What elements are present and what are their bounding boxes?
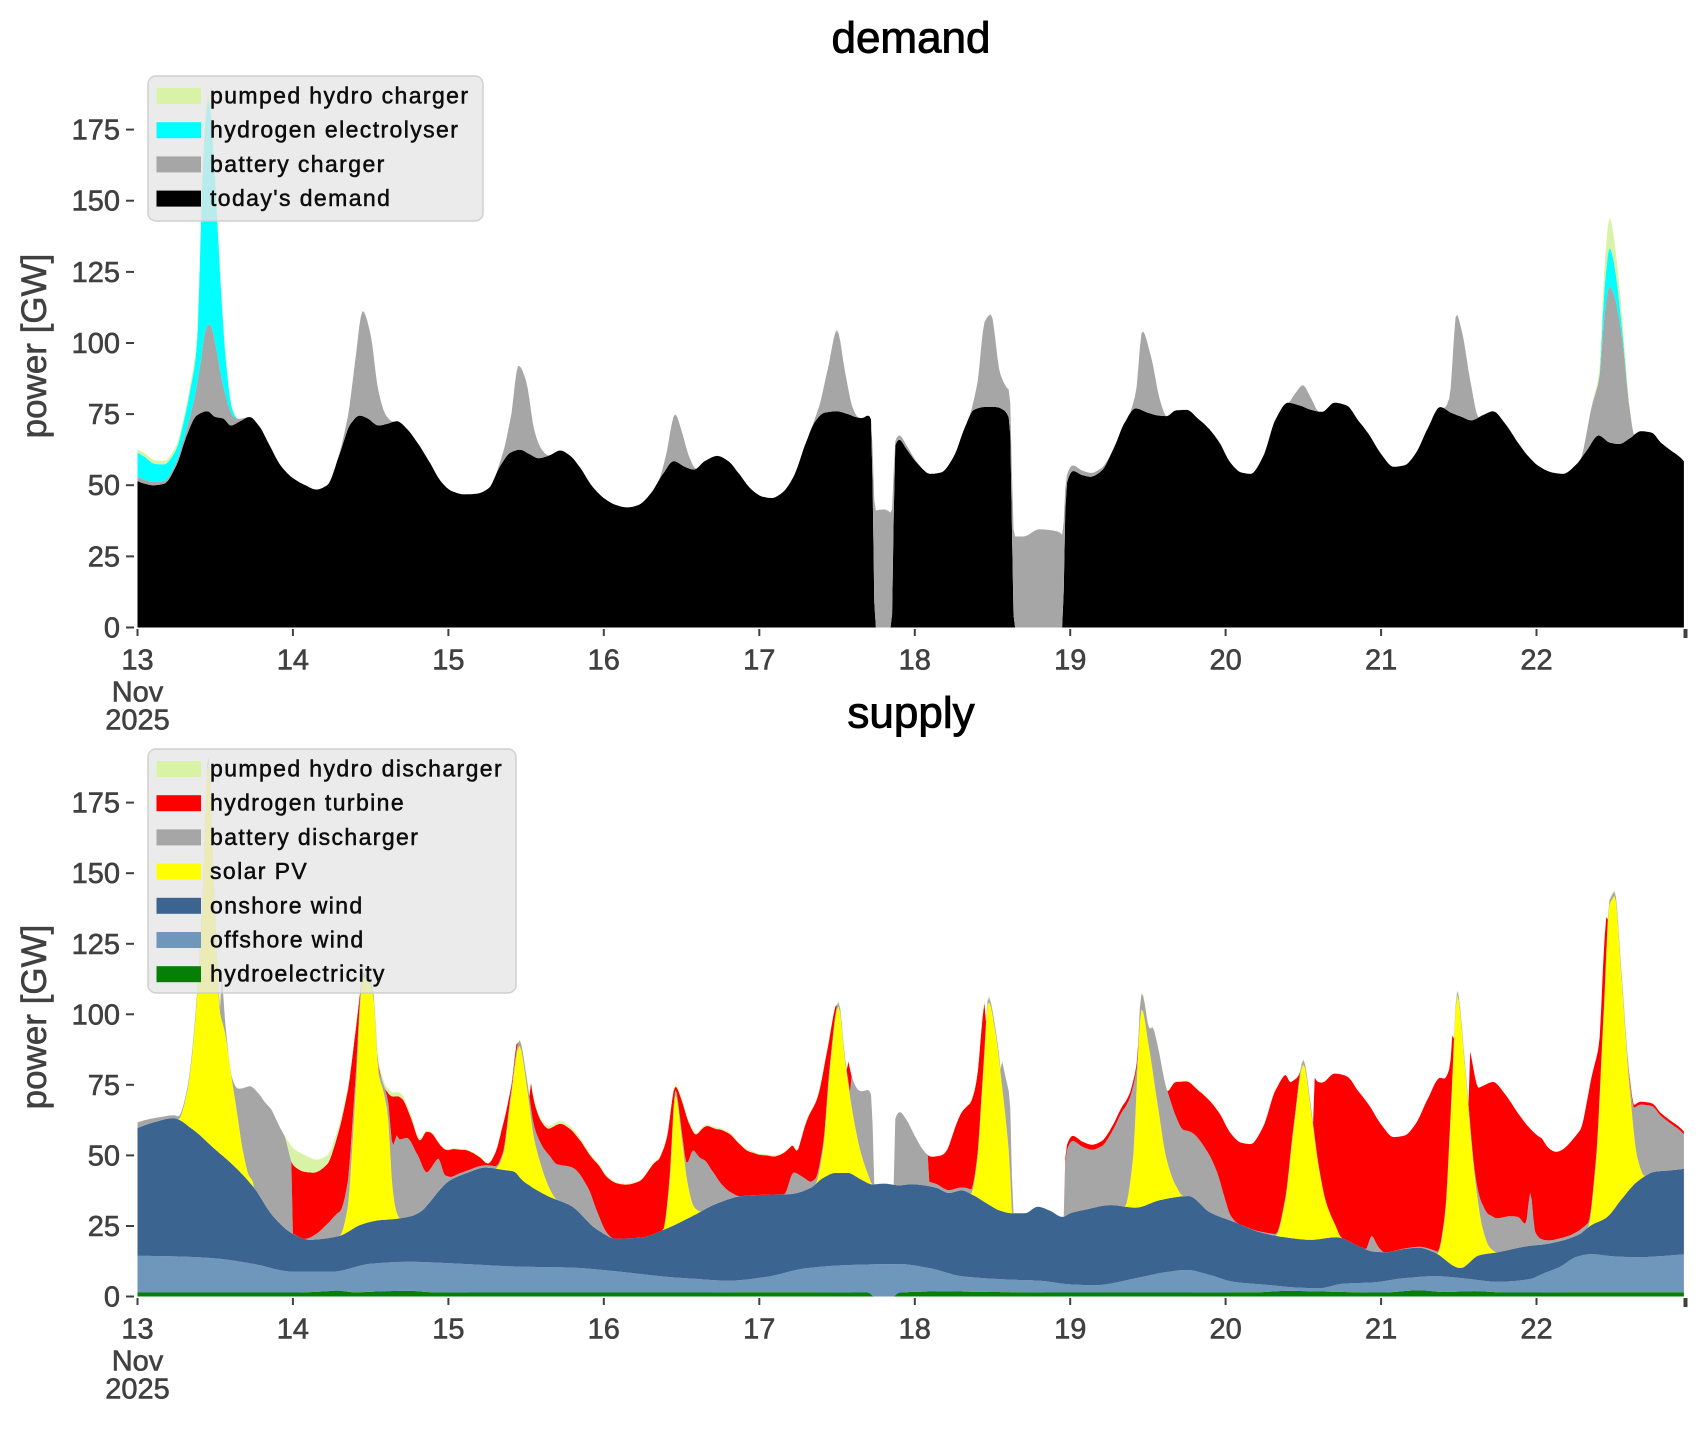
- svg-text:0: 0: [104, 1282, 120, 1314]
- svg-text:25: 25: [88, 1211, 120, 1243]
- svg-text:75: 75: [88, 1070, 120, 1102]
- svg-text:175: 175: [72, 788, 120, 820]
- svg-text:16: 16: [588, 1314, 620, 1346]
- svg-text:13: 13: [121, 1314, 153, 1346]
- svg-text:battery discharger: battery discharger: [210, 824, 419, 850]
- svg-text:power [GW]: power [GW]: [15, 254, 54, 439]
- svg-text:21: 21: [1365, 1314, 1397, 1346]
- svg-text:demand: demand: [831, 14, 990, 63]
- svg-text:22: 22: [1520, 645, 1552, 677]
- svg-text:100: 100: [72, 999, 120, 1031]
- svg-text:150: 150: [72, 858, 120, 890]
- svg-text:offshore wind: offshore wind: [210, 927, 365, 953]
- svg-text:onshore wind: onshore wind: [210, 892, 364, 918]
- svg-text:21: 21: [1365, 645, 1397, 677]
- svg-text:14: 14: [277, 645, 309, 677]
- svg-text:power [GW]: power [GW]: [15, 925, 54, 1110]
- svg-text:2025: 2025: [105, 705, 170, 737]
- svg-text:125: 125: [72, 257, 120, 289]
- svg-text:20: 20: [1209, 1314, 1241, 1346]
- svg-text:battery charger: battery charger: [210, 151, 386, 177]
- svg-text:hydrogen electrolyser: hydrogen electrolyser: [210, 117, 459, 143]
- svg-text:17: 17: [743, 645, 775, 677]
- svg-text:18: 18: [899, 1314, 931, 1346]
- svg-text:pumped hydro charger: pumped hydro charger: [210, 83, 469, 109]
- svg-text:50: 50: [88, 470, 120, 502]
- svg-text:75: 75: [88, 399, 120, 431]
- svg-text:25: 25: [88, 541, 120, 573]
- svg-text:150: 150: [72, 186, 120, 218]
- svg-text:20: 20: [1209, 645, 1241, 677]
- svg-text:14: 14: [277, 1314, 309, 1346]
- svg-text:13: 13: [121, 645, 153, 677]
- svg-text:Nov: Nov: [112, 677, 164, 709]
- svg-text:50: 50: [88, 1140, 120, 1172]
- svg-text:supply: supply: [847, 689, 974, 738]
- svg-text:today's demand: today's demand: [210, 185, 391, 211]
- svg-text:hydroelectricity: hydroelectricity: [210, 961, 386, 987]
- svg-text:2025: 2025: [105, 1374, 170, 1406]
- svg-text:15: 15: [432, 645, 464, 677]
- svg-text:15: 15: [432, 1314, 464, 1346]
- svg-text:18: 18: [899, 645, 931, 677]
- svg-text:125: 125: [72, 929, 120, 961]
- svg-text:19: 19: [1054, 645, 1086, 677]
- svg-text:100: 100: [72, 328, 120, 360]
- svg-text:pumped hydro discharger: pumped hydro discharger: [210, 756, 503, 782]
- svg-text:solar PV: solar PV: [210, 858, 308, 884]
- svg-text:16: 16: [588, 645, 620, 677]
- svg-text:0: 0: [104, 613, 120, 645]
- svg-text:22: 22: [1520, 1314, 1552, 1346]
- svg-text:19: 19: [1054, 1314, 1086, 1346]
- svg-text:Nov: Nov: [112, 1346, 164, 1378]
- svg-text:175: 175: [72, 115, 120, 147]
- svg-text:hydrogen turbine: hydrogen turbine: [210, 790, 405, 816]
- svg-text:17: 17: [743, 1314, 775, 1346]
